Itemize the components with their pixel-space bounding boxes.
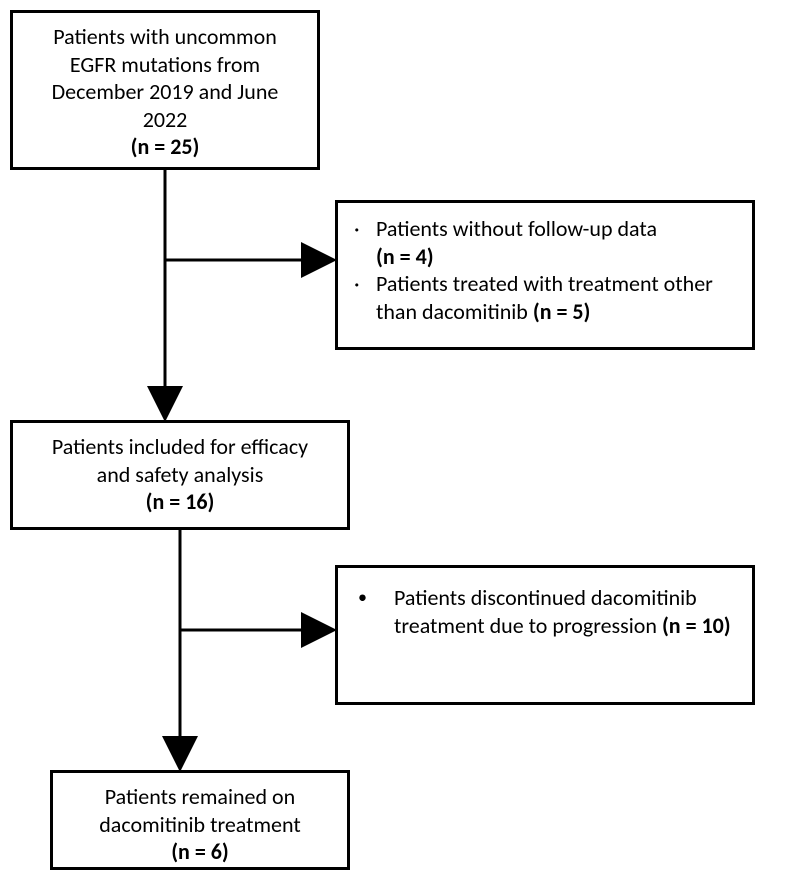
edge-start-to-included	[0, 0, 797, 883]
